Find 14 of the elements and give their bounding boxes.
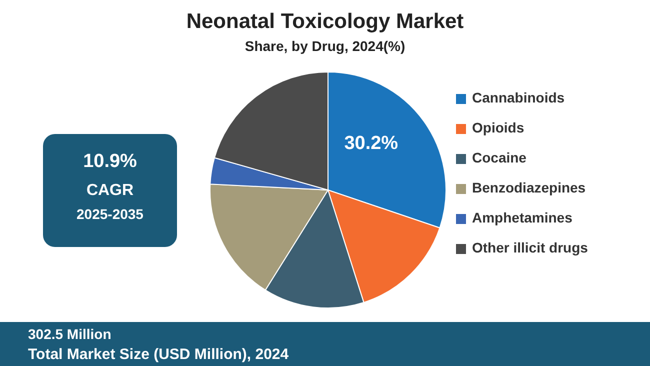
legend-label: Amphetamines: [472, 210, 573, 226]
text: Total Market Size (USD Million), 2024: [28, 346, 290, 363]
chart-subtitle: Share, by Drug, 2024(%): [244, 38, 406, 54]
legend-label: Cocaine: [472, 150, 527, 166]
chart-title: Neonatal Toxicology Market: [186, 10, 464, 33]
legend-label: Cannabinoids: [472, 90, 565, 106]
legend-label: Opioids: [472, 120, 524, 136]
legend-label: Benzodiazepines: [472, 180, 586, 196]
data-label: 30.2%: [344, 133, 398, 154]
text: 2025-2035: [76, 206, 144, 222]
legend-label: Other illicit drugs: [472, 240, 588, 256]
text: 302.5 Million: [28, 326, 112, 342]
text: CAGR: [86, 182, 134, 199]
text: 10.9%: [83, 151, 138, 172]
